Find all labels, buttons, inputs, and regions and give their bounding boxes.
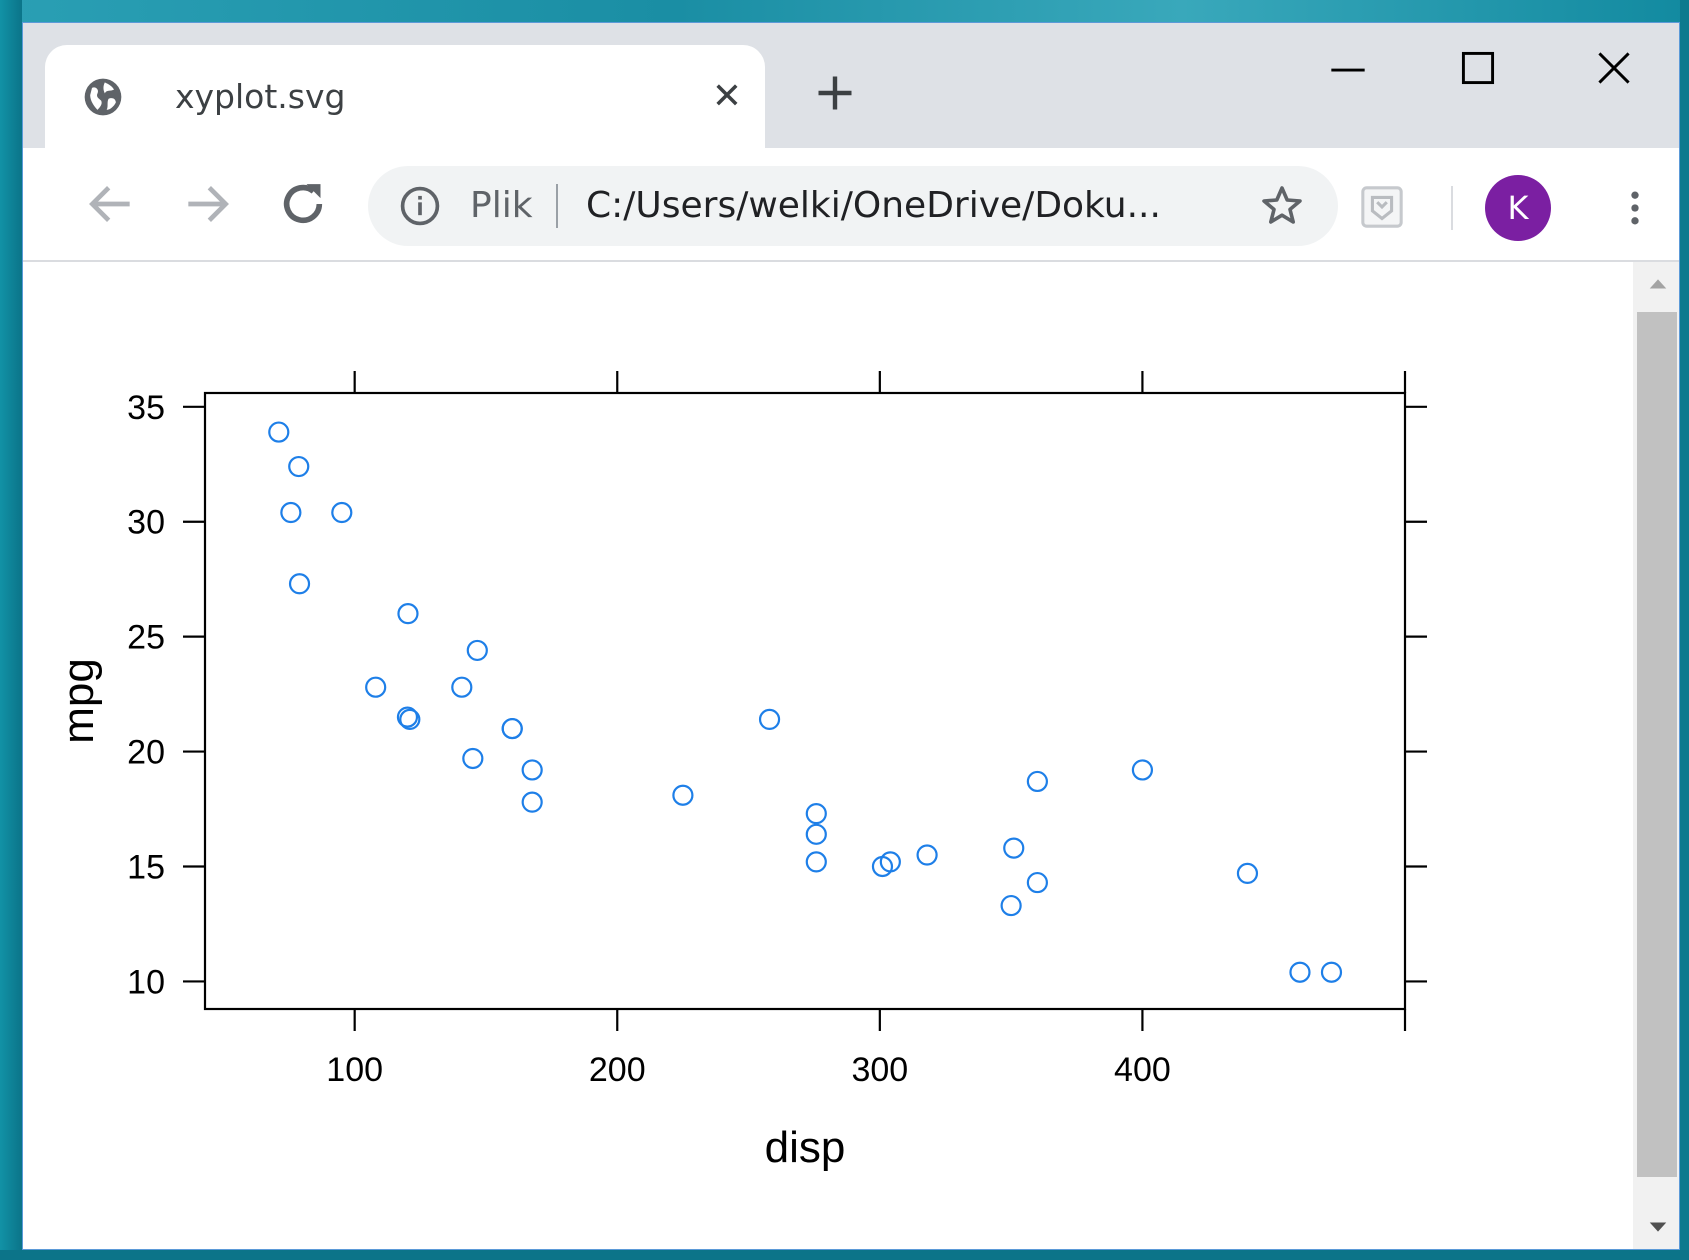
data-point (331, 501, 353, 524)
page-content: 100 200 300 400 10 15 20 25 30 35 disp mpg (23, 262, 1633, 1249)
data-point (916, 844, 938, 866)
extension-icon[interactable] (1359, 184, 1405, 230)
tab-xyplot[interactable]: xyplot.svg ✕ (45, 45, 765, 148)
data-point (672, 784, 694, 806)
star-icon[interactable] (1258, 182, 1306, 230)
data-point (805, 803, 827, 825)
data-point (1131, 759, 1154, 781)
tab-strip: xyplot.svg ✕ (23, 23, 1679, 148)
data-point (451, 676, 473, 698)
window-close-icon[interactable] (1589, 43, 1639, 93)
reload-icon[interactable] (275, 176, 331, 232)
data-point (399, 708, 421, 730)
data-point (1026, 871, 1048, 894)
data-point (462, 747, 484, 770)
data-point (365, 676, 387, 698)
data-point (1320, 961, 1343, 983)
profile-avatar[interactable]: K (1485, 175, 1551, 241)
scatter-plot: 100 200 300 400 10 15 20 25 30 35 disp mpg (54, 371, 1427, 1172)
data-point (871, 855, 894, 878)
axis-ticks-group: 100 200 300 400 10 15 20 25 30 35 (127, 371, 1427, 1089)
data-point (1289, 961, 1311, 983)
data-point (280, 501, 302, 524)
x-axis-title: disp (765, 1123, 846, 1172)
kebab-menu-icon[interactable] (1613, 186, 1657, 230)
maximize-icon[interactable] (1453, 43, 1503, 93)
data-point (397, 603, 419, 625)
data-point (1236, 862, 1259, 884)
plot-frame-group (203, 391, 1407, 1011)
scheme-label: Plik (470, 185, 533, 226)
data-point (805, 851, 827, 873)
minimize-icon[interactable] (1323, 43, 1373, 93)
data-point (396, 706, 419, 728)
url-text[interactable]: C:/Users/welki/OneDrive/Doku... (586, 185, 1161, 226)
browser-window: xyplot.svg ✕ (22, 22, 1680, 1250)
forward-arrow-icon[interactable] (179, 176, 235, 232)
data-point (521, 759, 543, 781)
info-icon[interactable] (398, 184, 442, 228)
y-axis-title: mpg (54, 658, 103, 744)
data-point (1000, 894, 1022, 917)
data-point (805, 823, 827, 845)
back-arrow-icon[interactable] (83, 176, 139, 232)
y-tick-label: 15 (127, 848, 165, 886)
desktop-background-right (1680, 0, 1689, 1260)
data-point (758, 708, 781, 730)
data-point (521, 791, 543, 813)
scrollbar-thumb[interactable] (1637, 312, 1677, 1177)
desktop-background (0, 0, 1689, 22)
scroll-up-arrow-icon[interactable] (1647, 272, 1669, 294)
globe-icon (84, 78, 122, 116)
close-icon[interactable]: ✕ (711, 76, 743, 117)
y-tick-label: 30 (127, 504, 165, 542)
data-point (1026, 770, 1048, 793)
data-point (501, 717, 523, 740)
y-tick-label: 25 (127, 619, 165, 657)
x-tick-label: 300 (851, 1051, 908, 1089)
tab-title: xyplot.svg (175, 77, 346, 116)
toolbar-divider (1451, 186, 1453, 230)
x-tick-label: 100 (326, 1051, 383, 1089)
scroll-down-arrow-icon[interactable] (1647, 1217, 1669, 1239)
y-tick-label: 35 (127, 389, 165, 427)
address-bar[interactable]: Plik C:/Users/welki/OneDrive/Doku... (368, 166, 1338, 246)
data-point (288, 455, 310, 478)
y-tick-label: 10 (127, 963, 165, 1001)
omnibox-separator (556, 184, 558, 228)
y-tick-label: 20 (127, 734, 165, 772)
browser-toolbar: Plik C:/Users/welki/OneDrive/Doku... K (23, 148, 1679, 262)
desktop-background-left (0, 0, 22, 1260)
desktop-background-bottom (0, 1250, 1689, 1260)
data-point (268, 421, 290, 443)
x-tick-label: 400 (1114, 1051, 1171, 1089)
data-point (1003, 837, 1025, 859)
data-points-group (268, 421, 1343, 983)
data-point (466, 639, 488, 662)
x-tick-label: 200 (589, 1051, 646, 1089)
plus-icon[interactable] (813, 71, 857, 115)
data-point (288, 573, 311, 595)
plot-frame (203, 391, 1407, 1011)
vertical-scrollbar[interactable] (1633, 262, 1679, 1249)
